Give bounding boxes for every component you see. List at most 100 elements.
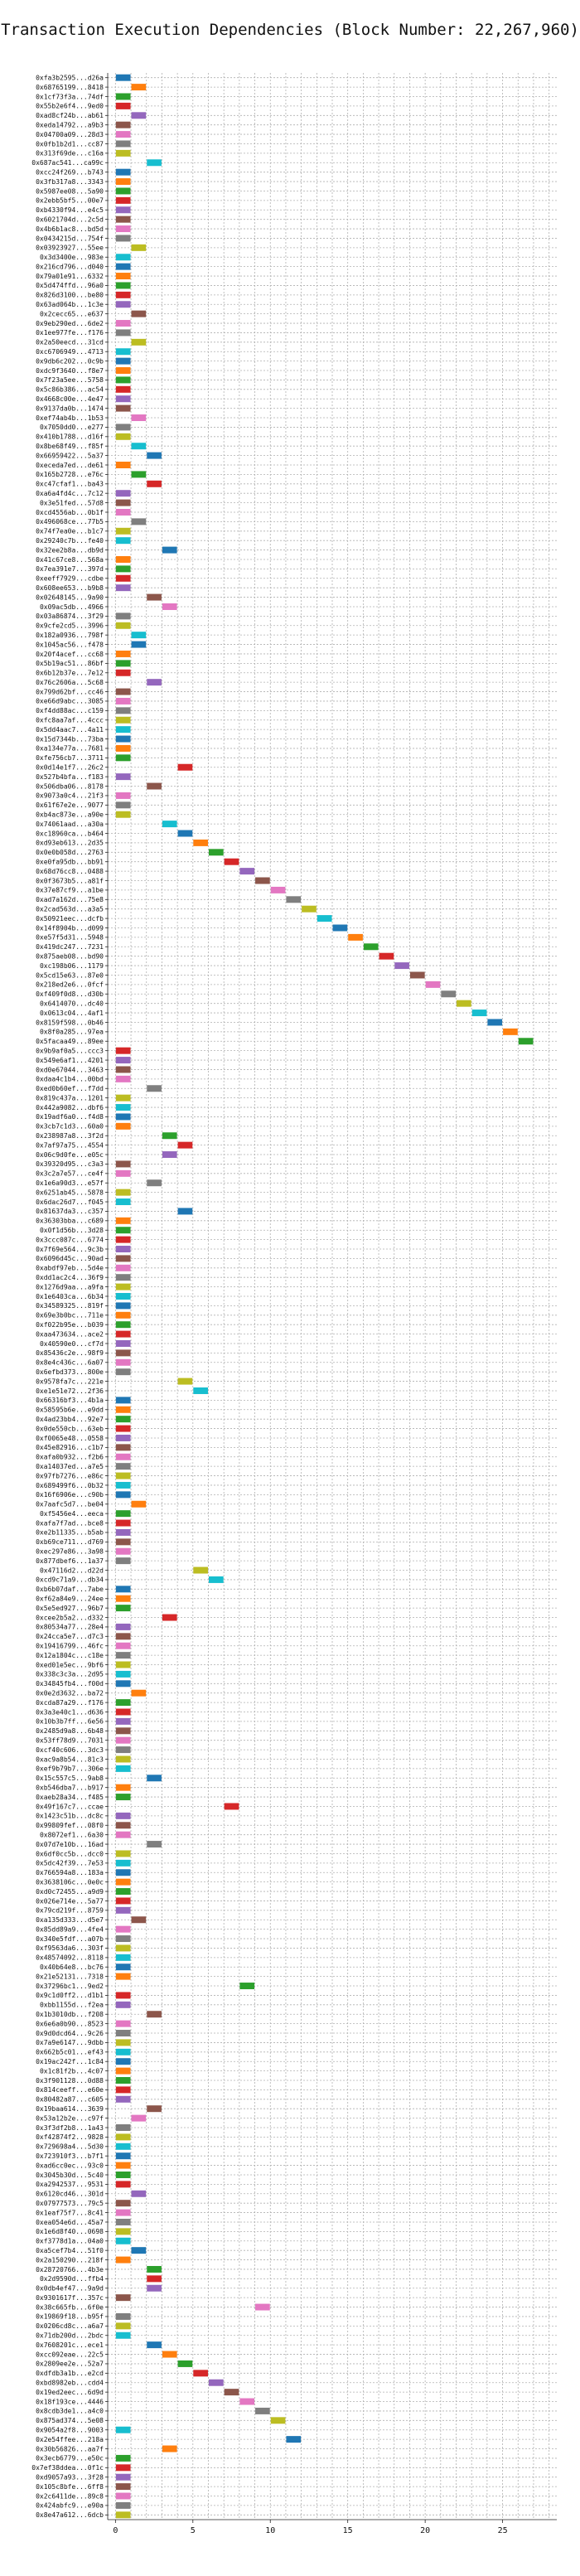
transaction-bar [286,896,302,903]
transaction-bar [115,490,131,497]
y-tick-label: 0x28720766...4b3e [36,2266,104,2273]
y-tick-label: 0x8072ef1...6a30 [40,1831,104,1838]
transaction-bar [471,1010,487,1017]
transaction-bar [115,2473,131,2481]
transaction-bar [115,263,131,270]
y-tick-label: 0x5dc42f39...7e53 [36,1860,104,1867]
y-tick-label: 0x8be68f49...f85f [36,443,104,450]
y-tick-label: 0x18f193ce...4446 [36,2398,104,2405]
transaction-bar [518,1038,534,1045]
y-tick-label: 0xb4330f94...e4c5 [36,206,104,214]
y-tick-label: 0x69e3b0bc...711e [36,1312,104,1319]
transaction-bar [115,716,131,724]
y-tick-label: 0x0e0b058d...2763 [36,849,104,856]
transaction-bar [394,962,409,970]
y-tick-label: 0x026e714e...5a77 [36,1897,104,1905]
transaction-bar [115,2294,131,2302]
y-tick-label: 0x3638106c...0e0c [36,1878,104,1886]
transaction-bar [177,2360,193,2367]
transaction-bar [115,1727,131,1735]
y-tick-label: 0x7aafc5d7...be04 [36,1501,104,1508]
transaction-bar [115,574,131,582]
transaction-bar [115,1557,131,1565]
transaction-bar [131,84,147,91]
transaction-bar [115,726,131,734]
y-tick-label: 0xf409f0d8...d30b [36,990,104,998]
y-tick-label: 0x50921eec...dcfb [36,915,104,922]
transaction-bar [115,735,131,743]
y-tick-label: 0x877dbef6...1a37 [36,1557,104,1565]
y-tick-label: 0x6021704d...2c5d [36,215,104,223]
transaction-bar [115,2228,131,2235]
y-tick-label: 0x9b9af0a5...ccc3 [36,1047,104,1054]
y-tick-label: 0x766594a8...183a [36,1869,104,1876]
transaction-bar [115,187,131,195]
transaction-bar [115,2086,131,2094]
transaction-bar [115,2039,131,2046]
y-tick-label: 0x0f3673b5...a81f [36,877,104,884]
y-tick-label: 0x81637da3...c357 [36,1208,104,1215]
transaction-bar [115,527,131,535]
transaction-bar [115,1094,131,1102]
transaction-bar [115,1519,131,1527]
y-tick-label: 0x3cb7c1d3...60a0 [36,1123,104,1131]
y-tick-label: 0xb6b07daf...7abe [36,1586,104,1593]
transaction-bar [162,821,177,828]
y-tick-label: 0x8e4c436c...6a07 [36,1359,104,1367]
y-tick-label: 0x20f4acef...cc68 [36,651,104,658]
transaction-bar [115,650,131,657]
y-tick-label: 0x5d474ffd...96a0 [36,282,104,289]
y-tick-label: 0xf42874f2...9828 [36,2133,104,2141]
transaction-bar [115,773,131,781]
transaction-bar [115,74,131,81]
transaction-bar [503,1028,518,1035]
transaction-bar [115,433,131,440]
y-tick-label: 0x47116d2...d22d [40,1566,104,1574]
y-tick-label: 0xf022b95e...b039 [36,1321,104,1329]
transaction-bar [115,2152,131,2160]
y-tick-label: 0x2a150290...218f [36,2256,104,2264]
transaction-bar [131,471,147,478]
y-tick-label: 0x15d7344b...73ba [36,735,104,743]
y-tick-label: 0xf3778d1a...04a0 [36,2238,104,2245]
transaction-bar [193,839,208,846]
transaction-bar [115,2312,131,2320]
transaction-bar [147,679,162,686]
y-tick-label: 0x0206cd8c...a6a7 [36,2322,104,2330]
transaction-bar [115,1122,131,1130]
transaction-bar [131,641,147,648]
y-tick-label: 0xcd4556ab...0b1f [36,509,104,516]
y-tick-label: 0x7f23a5ee...5758 [36,376,104,384]
transaction-bar [115,509,131,516]
transaction-bar [115,1859,131,1867]
transaction-bar [115,1293,131,1300]
transaction-bar [115,688,131,695]
transaction-bar [302,905,317,913]
y-tick-label: 0x0434215d...754f [36,235,104,242]
y-tick-label: 0x74f7ea0e...b1c7 [36,528,104,535]
transaction-bar [255,877,270,884]
y-tick-label: 0xaeb28a34...f485 [36,1794,104,1801]
transaction-bar [115,1595,131,1602]
transaction-bar [115,1104,131,1111]
y-tick-label: 0x6efbd373...800e [36,1368,104,1376]
y-tick-label: 0x1c81f2b...4c07 [40,2067,104,2075]
transaction-bar [115,1057,131,1064]
y-tick-label: 0x8e47a612...6dcb [36,2511,104,2519]
y-tick-label: 0x21e52131...7318 [36,1973,104,1980]
y-tick-label: 0x45e82916...c1b7 [36,1444,104,1451]
y-tick-label: 0x9578fa7c...221e [36,1378,104,1385]
transaction-bar [115,1169,131,1177]
transaction-bar [115,385,131,393]
transaction-bar [441,990,457,998]
transaction-bar [193,1566,208,1574]
transaction-bar [115,1528,131,1536]
transaction-bar [115,2200,131,2207]
transaction-bar [115,1755,131,1763]
y-tick-label: 0x85436c2e...98f9 [36,1349,104,1357]
y-tick-label: 0x30b56826...aa7f [36,2445,104,2453]
y-tick-label: 0xb4ac873e...a90e [36,811,104,819]
transaction-bar [115,1481,131,1489]
transaction-bar [115,1878,131,1886]
y-tick-label: 0x875aeb08...bd90 [36,952,104,960]
